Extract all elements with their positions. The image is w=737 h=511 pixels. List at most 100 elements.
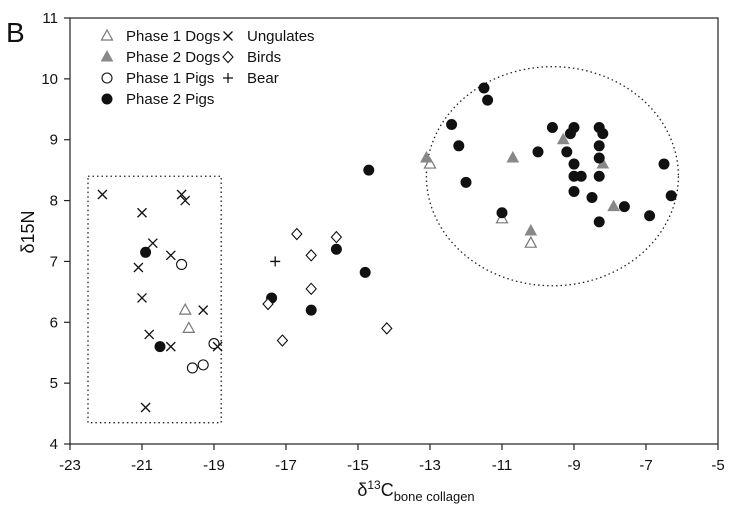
phase-2-dogs-point: [420, 150, 433, 163]
phase-2-pigs-point: [478, 82, 490, 94]
phase-2-pigs-point: [363, 164, 375, 176]
dotted-rectangle: [87, 175, 222, 424]
phase-2-pigs-point: [597, 128, 609, 140]
phase-2-pigs-point: [532, 146, 544, 158]
phase-2-dogs-point: [607, 199, 620, 212]
phase-2-pigs-point: [568, 185, 580, 197]
y-tick-label: 5: [50, 375, 58, 392]
phase-2-pigs-point: [546, 122, 558, 134]
x-axis-label: δ13Cbone collagen: [357, 478, 474, 504]
birds-point: [276, 334, 289, 347]
ungulates-point: [147, 238, 158, 249]
phase-1-pigs-point: [176, 258, 188, 271]
phase-1-dogs-point: [178, 302, 192, 315]
annotation-shapes: [87, 66, 680, 424]
tick-labels: -23 -21 -19 -17 -15 -13 -11 -9 -7 -5 4 5 6 7 8 9 10 11: [41, 10, 724, 474]
phase-1-pigs-point: [186, 362, 198, 374]
ungulates-point: [97, 189, 108, 200]
phase-2-dogs-point: [524, 223, 538, 236]
ungulates-point: [144, 329, 155, 340]
y-tick-label: 11: [42, 10, 58, 27]
plot-frame: [69, 17, 719, 445]
phase-2-dogs-point: [506, 150, 520, 163]
phase-2-pigs-point: [330, 243, 342, 255]
ungulates-point: [165, 341, 176, 352]
x-tick-label: -11: [492, 457, 513, 474]
legend-marker-phase-1-dogs: [100, 28, 114, 41]
birds-point: [330, 230, 343, 244]
phase-2-pigs-point: [593, 140, 605, 152]
legend-marker-ungulates: [223, 31, 233, 41]
panel-label: B: [6, 17, 25, 48]
y-tick-label: 10: [41, 71, 58, 88]
y-tick-label: 9: [50, 132, 58, 149]
phase-2-pigs-point: [568, 158, 580, 170]
x-tick-label: -19: [203, 457, 225, 474]
phase-2-pigs-point: [154, 341, 166, 353]
phase-2-pigs-point: [460, 176, 472, 188]
legend-label-phase-2-dogs: Phase 2 Dogs: [126, 49, 220, 66]
phase-2-pigs-point: [305, 304, 317, 316]
phase-2-pigs-point: [359, 266, 371, 278]
legend-label-phase-1-pigs: Phase 1 Pigs: [126, 70, 214, 87]
birds-point: [291, 227, 303, 241]
legend-marker-bear: [223, 73, 233, 83]
y-tick-label: 4: [50, 436, 58, 453]
phase-2-pigs-point: [593, 170, 605, 182]
phase-2-pigs-point: [586, 192, 598, 204]
phase-2-pigs-point: [575, 170, 587, 182]
phase-2-pigs-point: [593, 152, 605, 164]
phase-2-pigs-point: [618, 201, 630, 213]
legend-marker-phase-1-pigs: [101, 72, 113, 84]
phase-2-pigs-point: [446, 119, 458, 130]
birds-point: [262, 297, 274, 311]
birds-point: [305, 249, 317, 262]
x-tick-label: -9: [567, 457, 580, 474]
legend: Phase 1 Dogs Phase 2 Dogs Phase 1 Pigs Phas…: [100, 28, 315, 108]
phase-1-dogs-point: [182, 321, 196, 333]
phase-2-pigs-point: [665, 190, 677, 202]
legend-label-ungulates: Ungulates: [247, 28, 315, 45]
x-tick-label: -7: [639, 457, 652, 474]
phase-1-dogs-point: [423, 156, 437, 169]
legend-marker-phase-2-dogs: [100, 49, 114, 62]
y-tick-label: 8: [50, 193, 58, 210]
legend-label-phase-2-pigs: Phase 2 Pigs: [126, 91, 214, 108]
y-tick-label: 6: [50, 314, 58, 331]
phase-2-pigs-point: [561, 146, 573, 158]
birds-point: [305, 282, 317, 296]
axes: [64, 17, 719, 450]
ungulates-point: [137, 207, 147, 218]
ungulates-point: [180, 195, 191, 206]
legend-marker-birds: [222, 50, 234, 64]
phase-1-dogs-point: [524, 235, 538, 248]
y-axis-label: δ15N: [18, 210, 38, 253]
y-tick-label: 7: [50, 253, 58, 270]
legend-marker-phase-2-pigs: [101, 93, 113, 105]
ungulates-point: [140, 402, 151, 413]
x-tick-label: -23: [59, 457, 81, 474]
phase-2-pigs-point: [140, 246, 152, 258]
legend-label-phase-1-dogs: Phase 1 Dogs: [126, 28, 220, 45]
ungulates-point: [133, 262, 144, 273]
x-tick-label: -5: [711, 457, 724, 474]
ungulates-point: [198, 305, 209, 316]
phase-1-pigs-point: [197, 359, 209, 371]
ungulates-point: [165, 250, 176, 261]
data-points: [97, 82, 677, 413]
birds-point: [381, 322, 393, 335]
legend-label-birds: Birds: [247, 49, 281, 66]
phase-2-dogs-point: [556, 132, 570, 145]
bear-point: [270, 256, 281, 267]
x-tick-label: -21: [131, 457, 153, 474]
legend-label-bear: Bear: [247, 70, 279, 87]
ungulates-point: [137, 292, 147, 303]
dotted-ellipse: [425, 66, 680, 287]
ungulates-point: [176, 189, 187, 200]
phase-2-pigs-point: [453, 140, 465, 152]
x-tick-label: -17: [275, 457, 297, 474]
x-tick-label: -15: [347, 457, 369, 474]
phase-2-pigs-point: [593, 216, 605, 228]
phase-2-pigs-point: [568, 122, 580, 134]
